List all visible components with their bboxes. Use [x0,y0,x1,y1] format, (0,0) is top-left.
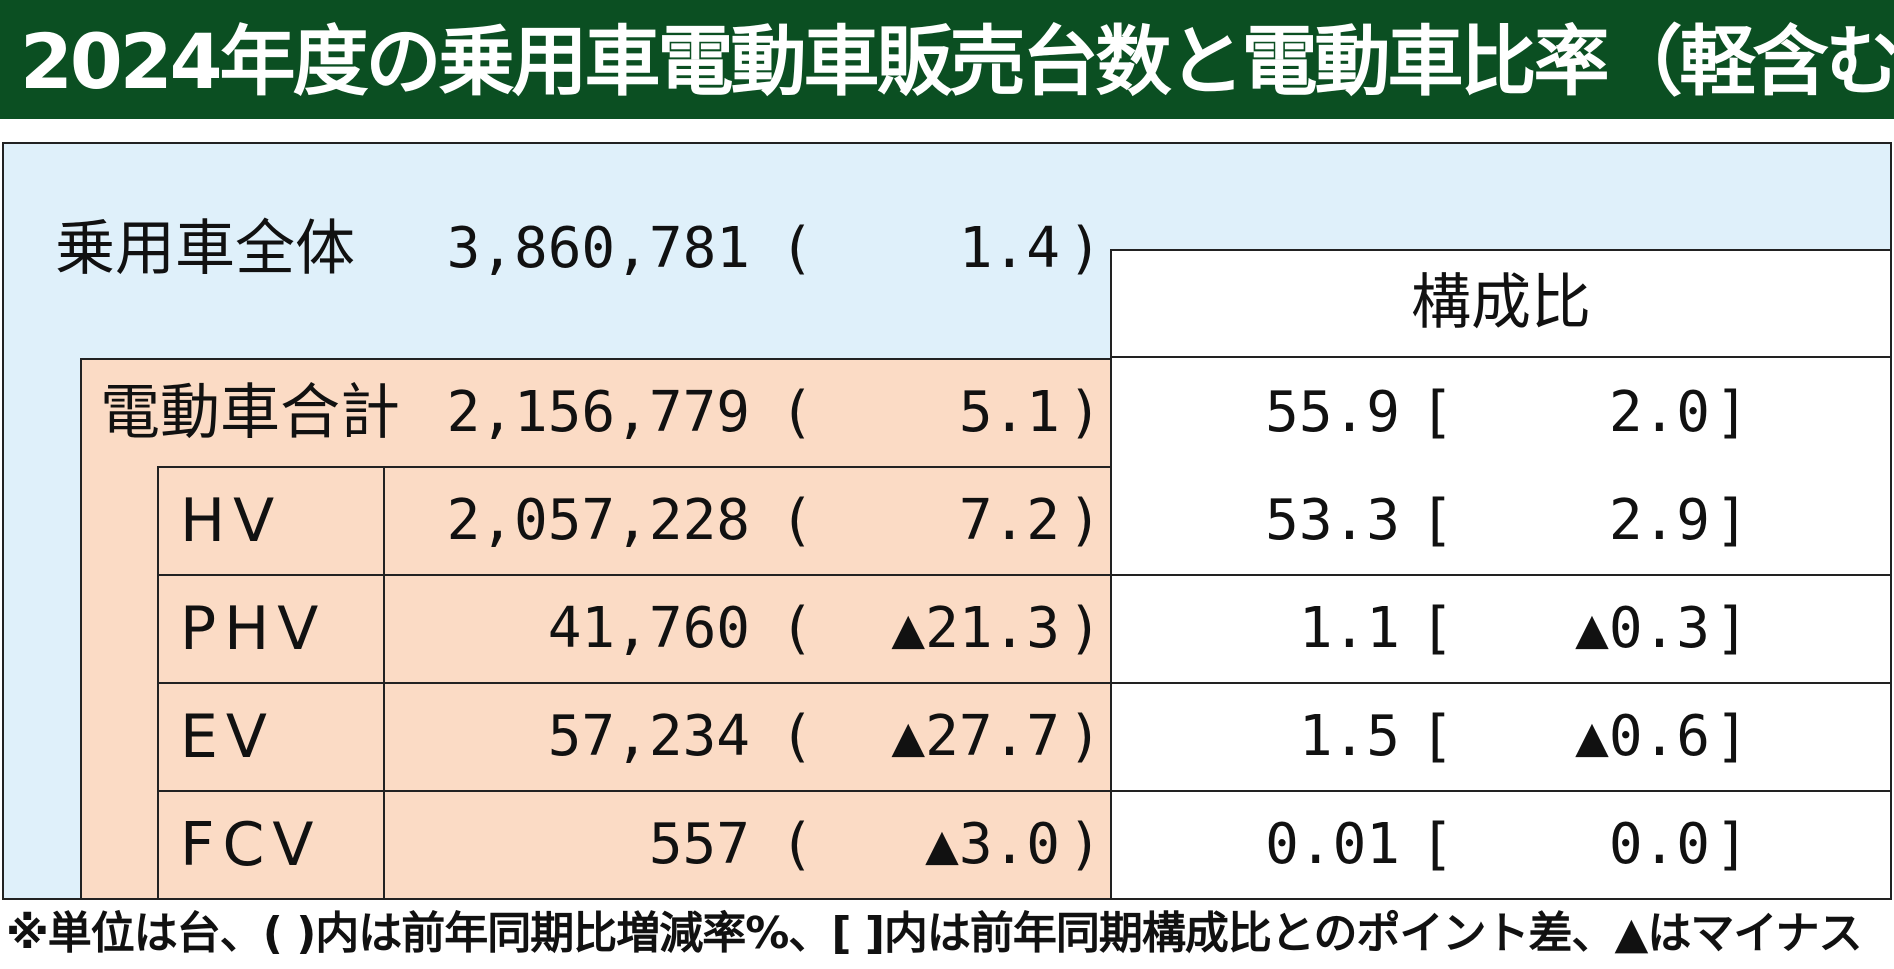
paren-open: ( [780,704,814,769]
row-hv-change: 7.2 [958,488,1060,553]
bracket-close: ] [1715,812,1749,877]
electric-total-units: 2,156,779 [446,380,750,445]
row-divider [157,682,1892,684]
bracket-open: [ [1420,704,1454,769]
row-divider [157,574,1892,576]
electric-section [80,358,1112,900]
row-hv-share: 53.3 [1265,488,1400,553]
paren-open: ( [780,216,814,281]
total-change: 1.4 [958,216,1060,281]
paren-close: ) [1068,596,1102,661]
bracket-close: ] [1715,704,1749,769]
electric-total-label: 電動車合計 [100,378,400,448]
electric-total-change: 5.1 [958,380,1060,445]
bracket-open: [ [1420,596,1454,661]
bracket-open: [ [1420,488,1454,553]
bracket-open: [ [1420,380,1454,445]
paren-close: ) [1068,380,1102,445]
title-bar: 2024年度の乗用車電動車販売台数と電動車比率（軽含む） [0,0,1894,119]
row-fcv-share-diff: 0.0 [1608,812,1710,877]
paren-close: ) [1068,488,1102,553]
row-ev-share-diff: ▲0.6 [1575,704,1710,769]
row-ev-category: EV [180,702,275,772]
ratio-header: 構成比 [1411,268,1591,338]
row-fcv-share: 0.01 [1265,812,1400,877]
ratio-header-divider [1110,356,1892,358]
electric-total-share: 55.9 [1265,380,1400,445]
paren-close: ) [1068,704,1102,769]
bracket-close: ] [1715,488,1749,553]
row-fcv-change: ▲3.0 [925,812,1060,877]
total-label: 乗用車全体 [55,214,355,284]
row-phv-share: 1.1 [1298,596,1400,661]
row-hv-category: HV [180,486,283,556]
total-units: 3,860,781 [446,216,750,281]
bracket-open: [ [1420,812,1454,877]
row-fcv-units: 557 [648,812,750,877]
row-fcv-category: FCV [180,810,322,880]
electric-total-share-diff: 2.0 [1608,380,1710,445]
category-column-divider [383,466,385,900]
row-phv-share-diff: ▲0.3 [1575,596,1710,661]
paren-open: ( [780,380,814,445]
bracket-close: ] [1715,380,1749,445]
paren-open: ( [780,488,814,553]
row-hv-share-diff: 2.9 [1608,488,1710,553]
row-ev-share: 1.5 [1298,704,1400,769]
page-title: 2024年度の乗用車電動車販売台数と電動車比率（軽含む） [20,17,1894,106]
row-ev-change: ▲27.7 [891,704,1060,769]
row-phv-change: ▲21.3 [891,596,1060,661]
row-hv-units: 2,057,228 [446,488,750,553]
paren-open: ( [780,812,814,877]
footnote: ※単位は台、( )内は前年同期比増減率%、[ ]内は前年同期構成比とのポイント差… [6,908,1862,959]
row-divider [157,790,1892,792]
bracket-close: ] [1715,596,1749,661]
row-phv-category: PHV [180,594,327,664]
row-phv-units: 41,760 [547,596,750,661]
row-ev-units: 57,234 [547,704,750,769]
paren-close: ) [1068,812,1102,877]
paren-open: ( [780,596,814,661]
paren-close: ) [1068,216,1102,281]
